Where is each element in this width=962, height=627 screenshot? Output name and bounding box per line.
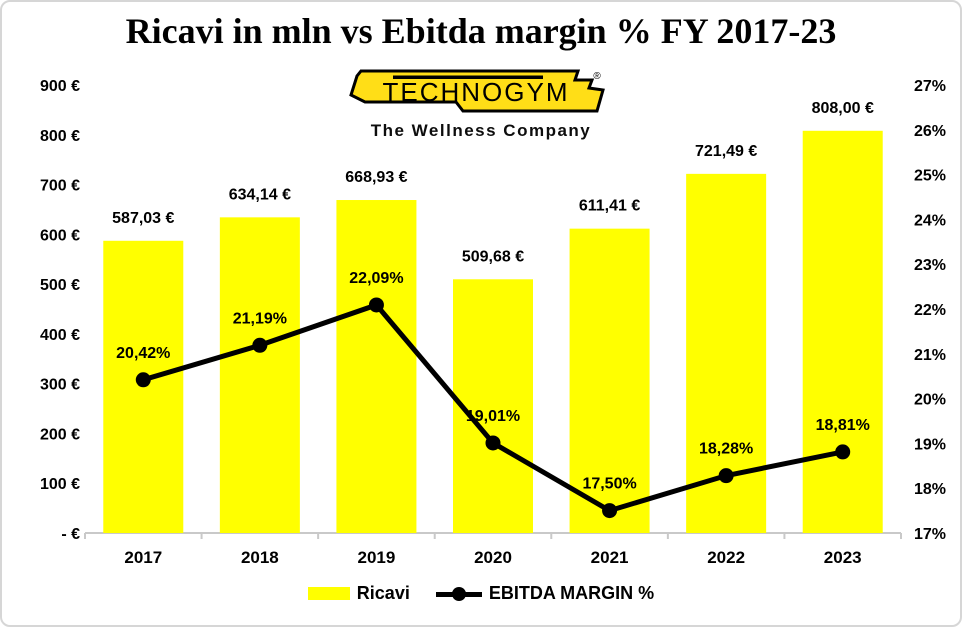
svg-text:300 €: 300 € <box>40 377 80 394</box>
svg-text:23%: 23% <box>914 257 946 274</box>
svg-text:100 €: 100 € <box>40 476 80 493</box>
legend-label-ebitda: EBITDA MARGIN % <box>488 583 655 603</box>
svg-text:200 €: 200 € <box>40 426 80 443</box>
svg-text:800 €: 800 € <box>40 128 80 145</box>
legend-label-ricavi: Ricavi <box>356 583 410 603</box>
svg-text:26%: 26% <box>914 123 946 140</box>
svg-text:25%: 25% <box>914 168 946 185</box>
chart-legend: Ricavi EBITDA MARGIN % <box>2 583 960 604</box>
svg-text:21%: 21% <box>914 347 946 364</box>
legend-item-ebitda: EBITDA MARGIN % <box>435 583 655 604</box>
svg-text:17%: 17% <box>914 526 946 543</box>
svg-text:808,00 €: 808,00 € <box>812 100 874 117</box>
svg-text:17,50%: 17,50% <box>582 476 636 493</box>
svg-text:22%: 22% <box>914 302 946 319</box>
svg-text:18,81%: 18,81% <box>816 417 870 434</box>
svg-text:19%: 19% <box>914 436 946 453</box>
svg-text:22,09%: 22,09% <box>349 270 403 287</box>
svg-text:2021: 2021 <box>591 548 629 567</box>
svg-text:18,28%: 18,28% <box>699 441 753 458</box>
svg-text:2018: 2018 <box>241 548 279 567</box>
svg-text:600 €: 600 € <box>40 227 80 244</box>
svg-text:2019: 2019 <box>358 548 396 567</box>
svg-text:900 €: 900 € <box>40 78 80 95</box>
svg-text:2020: 2020 <box>474 548 512 567</box>
svg-text:587,03 €: 587,03 € <box>112 210 174 227</box>
svg-text:400 €: 400 € <box>40 327 80 344</box>
svg-text:634,14 €: 634,14 € <box>229 186 291 203</box>
svg-text:700 €: 700 € <box>40 178 80 195</box>
svg-text:24%: 24% <box>914 212 946 229</box>
svg-text:21,19%: 21,19% <box>233 310 287 327</box>
legend-item-ricavi: Ricavi <box>307 583 410 604</box>
svg-text:509,68 €: 509,68 € <box>462 248 524 265</box>
svg-text:20,42%: 20,42% <box>116 345 170 362</box>
bar-swatch-icon <box>307 587 350 600</box>
svg-text:27%: 27% <box>914 78 946 95</box>
svg-text:18%: 18% <box>914 481 946 498</box>
svg-text:500 €: 500 € <box>40 277 80 294</box>
svg-text:19,01%: 19,01% <box>466 408 520 425</box>
svg-text:611,41 €: 611,41 € <box>579 198 641 215</box>
svg-text:2022: 2022 <box>707 548 745 567</box>
chart-title: Ricavi in mln vs Ebitda margin % FY 2017… <box>125 11 837 51</box>
svg-text:20%: 20% <box>914 392 946 409</box>
line-marker-swatch-icon <box>435 586 482 601</box>
svg-text:2023: 2023 <box>824 548 862 567</box>
svg-text:668,93 €: 668,93 € <box>345 169 407 186</box>
svg-text:721,49 €: 721,49 € <box>695 143 757 160</box>
svg-text:2017: 2017 <box>124 548 162 567</box>
svg-text:- €: - € <box>61 526 80 543</box>
